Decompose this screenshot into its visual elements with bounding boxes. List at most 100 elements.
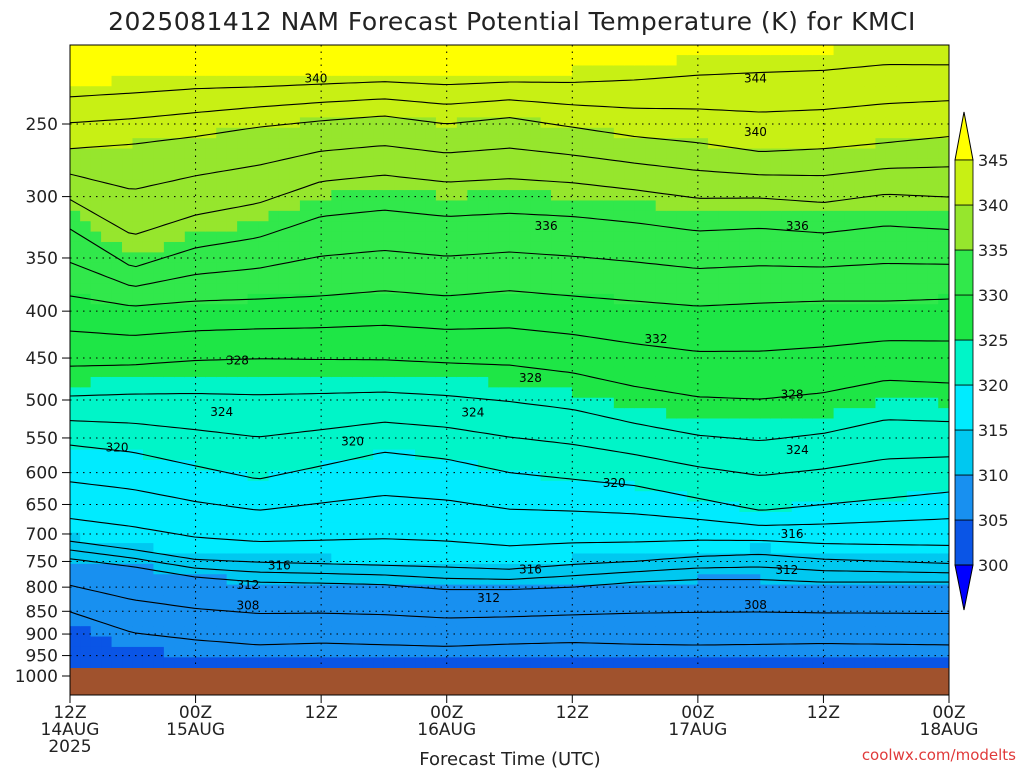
theta-fill-cell [310, 127, 322, 139]
theta-fill-cell [383, 45, 395, 56]
theta-fill-cell [299, 262, 311, 274]
theta-fill-cell [770, 325, 782, 337]
theta-fill-cell [415, 553, 427, 565]
theta-fill-cell [582, 387, 594, 399]
theta-fill-cell [854, 480, 866, 492]
theta-fill-cell [833, 75, 845, 87]
theta-fill-cell [132, 397, 144, 409]
theta-fill-cell [310, 418, 322, 430]
theta-fill-cell [142, 646, 155, 658]
theta-fill-cell [645, 501, 657, 513]
theta-fill-cell [101, 595, 113, 606]
theta-fill-cell [456, 501, 468, 513]
theta-fill-cell [927, 439, 939, 451]
theta-fill-cell [875, 439, 887, 451]
theta-fill-cell [645, 179, 657, 191]
theta-fill-cell [289, 595, 301, 606]
theta-fill-cell [571, 117, 584, 129]
theta-fill-cell [352, 356, 364, 368]
theta-fill-cell [676, 86, 688, 98]
theta-fill-cell [299, 86, 311, 98]
theta-fill-cell [258, 138, 270, 150]
theta-fill-cell [205, 283, 217, 295]
theta-fill-cell [320, 158, 332, 170]
theta-fill-cell [728, 55, 741, 67]
theta-fill-cell [80, 127, 92, 139]
theta-fill-cell [896, 55, 908, 67]
theta-fill-cell [498, 221, 510, 233]
theta-fill-cell [896, 501, 908, 513]
theta-fill-cell [467, 148, 479, 160]
theta-fill-cell [603, 148, 615, 160]
theta-fill-cell [373, 543, 385, 555]
theta-fill-cell [592, 262, 604, 274]
theta-fill-cell [519, 96, 531, 108]
theta-fill-cell [802, 356, 814, 368]
theta-fill-cell [697, 283, 709, 295]
theta-fill-cell [237, 117, 249, 129]
theta-fill-cell [561, 460, 573, 472]
theta-fill-cell [268, 418, 280, 430]
theta-fill-cell [153, 314, 165, 326]
theta-fill-cell [132, 511, 144, 523]
theta-fill-cell [854, 221, 866, 233]
theta-fill-cell [676, 325, 688, 337]
theta-fill-cell [278, 595, 291, 606]
theta-fill-cell [299, 460, 311, 472]
theta-fill-cell [708, 626, 720, 638]
theta-fill-cell [655, 107, 667, 118]
theta-fill-cell [666, 190, 678, 202]
theta-fill-cell [760, 273, 772, 285]
theta-fill-cell [289, 221, 301, 233]
theta-fill-cell [278, 148, 291, 160]
theta-fill-cell [331, 584, 343, 596]
theta-fill-cell [331, 418, 343, 430]
theta-fill-cell [885, 460, 897, 472]
theta-fill-cell [812, 273, 824, 285]
theta-fill-cell [122, 366, 134, 378]
theta-fill-cell [812, 636, 824, 648]
theta-fill-cell [896, 397, 908, 409]
theta-fill-cell [299, 376, 311, 388]
theta-fill-cell [153, 45, 165, 56]
theta-fill-cell [571, 262, 584, 274]
theta-fill-cell [132, 190, 144, 202]
theta-fill-cell [509, 231, 521, 243]
theta-fill-cell [153, 356, 165, 368]
theta-fill-cell [425, 574, 437, 586]
theta-fill-cell [456, 356, 468, 368]
theta-fill-cell [603, 470, 615, 482]
theta-fill-cell [425, 646, 437, 658]
theta-fill-cell [697, 460, 709, 472]
theta-fill-cell [739, 75, 751, 87]
theta-fill-cell [446, 325, 458, 337]
theta-fill-cell [519, 511, 531, 523]
theta-fill-cell [844, 626, 856, 638]
theta-fill-cell [624, 626, 636, 638]
theta-fill-cell [498, 231, 510, 243]
theta-fill-cell [519, 646, 531, 658]
theta-fill-cell [624, 460, 636, 472]
theta-fill-cell [383, 626, 395, 638]
theta-fill-cell [373, 460, 385, 472]
theta-fill-cell [833, 45, 845, 56]
theta-fill-cell [823, 574, 835, 586]
theta-fill-cell [791, 86, 803, 98]
theta-fill-cell [195, 262, 207, 274]
theta-fill-cell [582, 86, 594, 98]
theta-fill-cell [655, 532, 667, 544]
theta-fill-cell [530, 127, 542, 139]
theta-fill-cell [205, 480, 217, 492]
theta-fill-cell [530, 45, 542, 56]
theta-fill-cell [153, 615, 165, 627]
theta-fill-cell [174, 605, 186, 617]
theta-fill-cell [341, 117, 353, 129]
theta-fill-cell [571, 397, 584, 409]
theta-fill-cell [80, 491, 92, 503]
theta-fill-cell [655, 605, 667, 617]
theta-fill-cell [854, 55, 866, 67]
theta-fill-cell [383, 65, 395, 77]
theta-fill-cell [551, 626, 563, 638]
theta-fill-cell [749, 408, 761, 420]
theta-fill-cell [519, 532, 531, 544]
